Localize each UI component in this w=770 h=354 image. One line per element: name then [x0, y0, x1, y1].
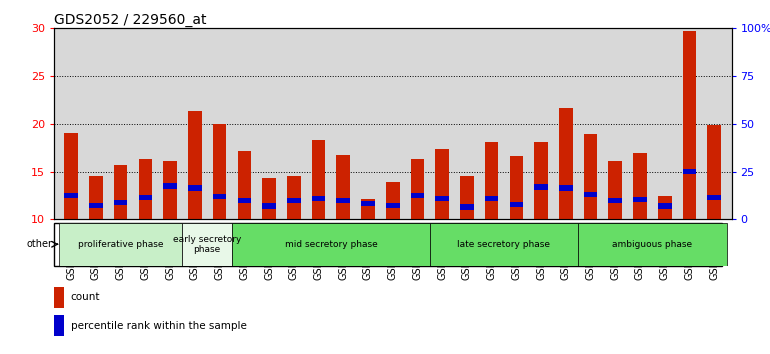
Bar [658, 195, 671, 219]
Bar [188, 185, 202, 190]
Text: GDS2052 / 229560_at: GDS2052 / 229560_at [54, 13, 206, 27]
Bar [114, 165, 128, 219]
Bar [312, 140, 325, 219]
Bar [287, 198, 300, 203]
Bar [59, 223, 182, 266]
Bar [89, 176, 102, 219]
Bar [485, 196, 498, 201]
Bar [410, 159, 424, 219]
Text: other: other [27, 239, 52, 249]
Bar [460, 176, 474, 219]
Bar [65, 133, 78, 219]
Bar [312, 196, 325, 201]
Bar [534, 184, 548, 190]
Text: proliferative phase: proliferative phase [78, 240, 163, 249]
Bar [182, 223, 232, 266]
Bar [336, 198, 350, 203]
Text: ambiguous phase: ambiguous phase [612, 240, 692, 249]
Bar [608, 161, 622, 219]
Bar [89, 202, 102, 208]
Bar [559, 108, 573, 219]
Text: percentile rank within the sample: percentile rank within the sample [71, 321, 246, 331]
Bar [584, 192, 598, 197]
Bar [683, 169, 696, 174]
Bar [633, 197, 647, 202]
Bar [361, 199, 375, 219]
Bar [460, 204, 474, 210]
Bar [559, 185, 573, 190]
Bar [336, 155, 350, 219]
Bar [584, 135, 598, 219]
Bar [263, 178, 276, 219]
Text: early secretory
phase: early secretory phase [173, 235, 242, 254]
Bar [708, 195, 721, 200]
Bar [608, 198, 622, 203]
Text: late secretory phase: late secretory phase [457, 240, 551, 249]
Bar [139, 159, 152, 219]
Bar [658, 204, 671, 209]
Bar [114, 200, 128, 205]
Bar [435, 149, 449, 219]
Bar [54, 287, 64, 308]
Bar [485, 142, 498, 219]
Bar [54, 315, 64, 336]
Bar [188, 112, 202, 219]
Bar [65, 193, 78, 198]
Bar [263, 204, 276, 209]
Bar [213, 124, 226, 219]
Bar [708, 125, 721, 219]
Bar [510, 201, 523, 207]
Text: mid secretory phase: mid secretory phase [284, 240, 377, 249]
Text: count: count [71, 292, 100, 302]
Bar [237, 151, 251, 219]
Bar [386, 182, 400, 219]
Bar [287, 176, 300, 219]
Bar [163, 161, 177, 219]
Bar [683, 31, 696, 219]
Bar [410, 193, 424, 198]
Bar [633, 153, 647, 219]
Bar [510, 156, 523, 219]
Bar [430, 223, 578, 266]
Bar [435, 196, 449, 201]
Bar [361, 201, 375, 206]
Bar [386, 202, 400, 208]
Bar [237, 198, 251, 203]
Bar [139, 195, 152, 200]
Bar [213, 194, 226, 199]
Bar [232, 223, 430, 266]
Bar [163, 183, 177, 189]
Bar [534, 142, 548, 219]
Bar [578, 223, 727, 266]
